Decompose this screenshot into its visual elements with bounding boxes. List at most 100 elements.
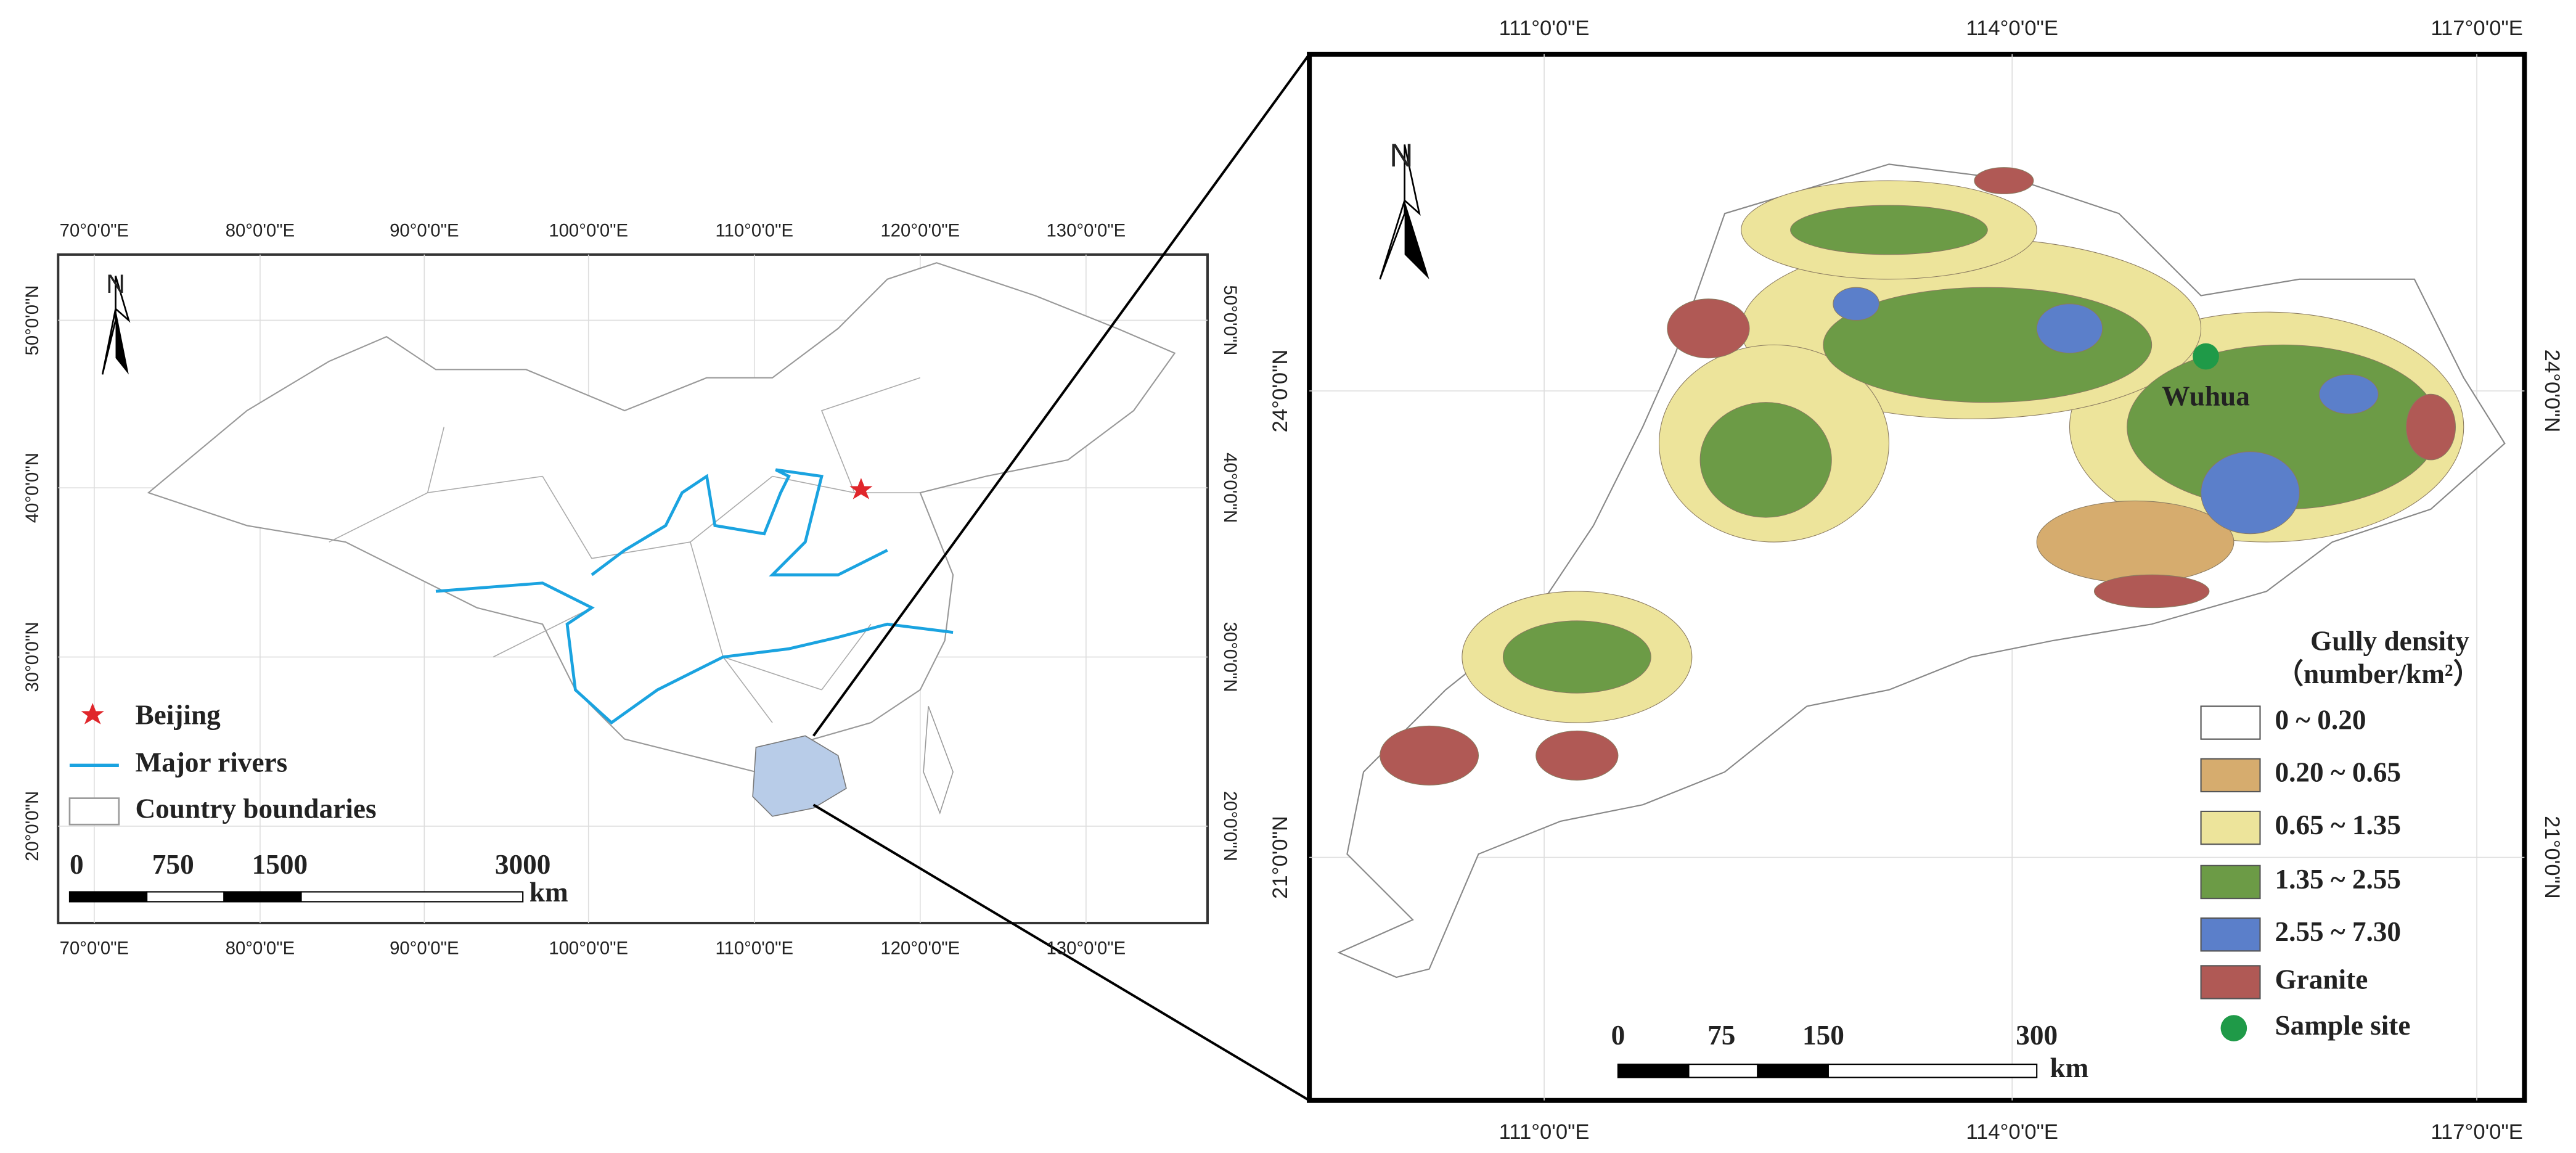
scale-label: 0	[70, 849, 84, 880]
lon-label: 110°0'0"E	[715, 938, 793, 958]
legend-title: Gully density	[2310, 626, 2469, 657]
legend-label: Granite	[2275, 964, 2368, 995]
zone	[2036, 303, 2103, 354]
scale-bar-segment	[68, 891, 148, 903]
zone	[1790, 205, 1988, 255]
lat-label: 40°0'0"N	[22, 453, 43, 523]
north-label: N	[106, 269, 125, 299]
legend-swatch	[2220, 1015, 2247, 1041]
lon-label: 111°0'0"E	[1499, 17, 1590, 40]
lon-label: 130°0'0"E	[1046, 220, 1126, 240]
lat-label: 20°0'0"N	[22, 791, 43, 861]
gully-density-zones	[1380, 167, 2464, 786]
connector	[812, 53, 1310, 737]
legend-label: 0.65 ~ 1.35	[2275, 810, 2401, 840]
scale-bar-segment	[1827, 1064, 2038, 1078]
zone	[1974, 167, 2034, 194]
lat-label: 24°0'0"N	[2540, 350, 2564, 433]
study-area	[752, 735, 847, 817]
lon-label: 100°0'0"E	[549, 938, 628, 958]
scale-label: 0	[1611, 1020, 1625, 1051]
lon-label: 90°0'0"E	[390, 938, 459, 958]
scale-bar-segment	[1757, 1064, 1829, 1078]
scale-unit: km	[2050, 1052, 2089, 1083]
scale-bar-segment	[223, 891, 302, 903]
legend-label: Major rivers	[136, 747, 288, 778]
country-outline	[147, 262, 1176, 773]
lon-label: 117°0'0"E	[2431, 1120, 2522, 1144]
legend-label: 1.35 ~ 2.55	[2275, 864, 2401, 895]
lat-label: 40°0'0"N	[1220, 453, 1240, 523]
lat-label: 21°0'0"N	[2540, 816, 2564, 899]
legend-label: 2.55 ~ 7.30	[2275, 916, 2401, 947]
legend-unit: （number/km²）	[2276, 659, 2481, 689]
lat-label: 30°0'0"N	[1220, 622, 1240, 692]
legend-swatch	[2200, 810, 2261, 845]
legend-label: Beijing	[136, 699, 221, 730]
river	[591, 468, 888, 576]
detail-map: N Wuhua	[1307, 51, 2527, 1103]
river	[435, 581, 954, 725]
scale-bar-segment	[146, 891, 225, 903]
north-label: N	[1389, 137, 1413, 174]
lat-label: 24°0'0"N	[1269, 350, 1292, 433]
lon-label: 114°0'0"E	[1966, 17, 2058, 40]
legend-label: Country boundaries	[136, 793, 377, 824]
legend-swatch	[2200, 758, 2261, 793]
scale-label: 150	[1802, 1020, 1844, 1051]
zone	[1833, 287, 1880, 321]
legend-label: 0.20 ~ 0.65	[2275, 757, 2401, 788]
zone	[2406, 393, 2456, 461]
legend-swatch	[81, 703, 104, 724]
scale-bar-segment	[300, 891, 524, 903]
scale-bar-segment	[1688, 1064, 1759, 1078]
lon-label: 70°0'0"E	[60, 220, 129, 240]
scale-label: 75	[1707, 1020, 1735, 1051]
scale-label: 3000	[495, 849, 551, 880]
lon-label: 114°0'0"E	[1966, 1120, 2058, 1144]
zone	[2318, 374, 2379, 414]
lat-label: 30°0'0"N	[22, 622, 43, 692]
lon-label: 80°0'0"E	[226, 938, 295, 958]
zone	[1535, 730, 1619, 781]
legend-swatch	[2200, 864, 2261, 900]
zone	[1380, 725, 1479, 786]
taiwan-outline	[923, 706, 954, 814]
zone	[1667, 298, 1750, 359]
scale-bar-segment	[1617, 1064, 1690, 1078]
lon-label: 80°0'0"E	[226, 220, 295, 240]
legend-swatch	[2200, 965, 2261, 999]
lon-label: 100°0'0"E	[549, 220, 628, 240]
legend-swatch	[68, 797, 120, 826]
lon-label: 90°0'0"E	[390, 220, 459, 240]
lat-label: 50°0'0"N	[1220, 285, 1240, 355]
lat-label: 21°0'0"N	[1269, 816, 1292, 899]
zone	[2093, 574, 2210, 609]
lon-label: 120°0'0"E	[880, 938, 960, 958]
legend-label: Sample site	[2275, 1010, 2410, 1041]
lat-label: 20°0'0"N	[1220, 791, 1240, 861]
lon-label: 130°0'0"E	[1046, 938, 1126, 958]
lon-label: 110°0'0"E	[715, 220, 793, 240]
zone	[2036, 500, 2235, 584]
sample-site	[2193, 343, 2219, 370]
connector	[812, 803, 1310, 1102]
zone	[2201, 451, 2300, 535]
legend-swatch	[2200, 917, 2261, 952]
scale-label: 300	[2016, 1020, 2058, 1051]
zone	[1699, 402, 1832, 518]
lon-label: 111°0'0"E	[1499, 1120, 1590, 1144]
lon-label: 117°0'0"E	[2431, 17, 2522, 40]
site-label: Wuhua	[2162, 381, 2250, 412]
scale-unit: km	[530, 877, 568, 908]
scale-label: 1500	[252, 849, 308, 880]
zone	[1502, 620, 1651, 694]
scale-label: 750	[152, 849, 194, 880]
lat-label: 50°0'0"N	[22, 285, 43, 355]
legend-swatch	[2200, 705, 2261, 740]
overview-map: N	[57, 253, 1209, 925]
lon-label: 120°0'0"E	[880, 220, 960, 240]
beijing-marker	[849, 478, 873, 499]
